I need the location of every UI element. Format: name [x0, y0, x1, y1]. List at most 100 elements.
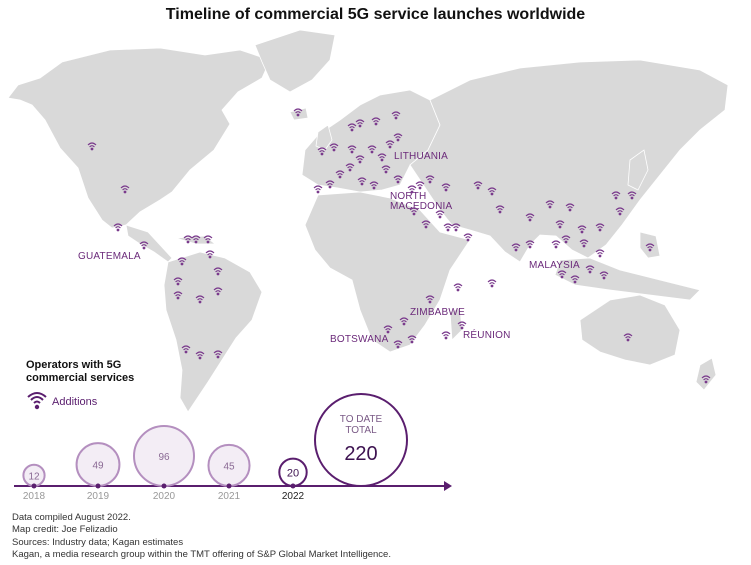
- south-america-shape: [163, 251, 263, 413]
- operator-marker: [393, 340, 403, 349]
- chart-title: Timeline of commercial 5G service launch…: [165, 6, 586, 23]
- timeline-year-label: 2018: [23, 491, 46, 502]
- timeline-year-dot: [31, 483, 37, 489]
- operator-marker: [577, 225, 587, 234]
- operator-marker: [407, 185, 417, 194]
- operator-marker: [599, 271, 609, 280]
- operator-marker: [195, 295, 205, 304]
- operator-marker: [441, 183, 451, 192]
- operator-marker: [595, 223, 605, 232]
- timeline: 12 2018 49 2019 96 2020 45 2021 20 2022 TO DATETOT…: [14, 393, 452, 502]
- asia-shape: [409, 59, 729, 263]
- operator-marker: [457, 321, 467, 330]
- operator-marker: [645, 243, 655, 252]
- operator-marker: [407, 335, 417, 344]
- operator-marker: [347, 145, 357, 154]
- operator-marker: [205, 250, 215, 259]
- operator-marker: [120, 185, 130, 194]
- footnote-date: Data compiled August 2022.: [12, 512, 131, 523]
- operator-marker: [425, 175, 435, 184]
- operator-marker: [173, 277, 183, 286]
- operator-marker: [525, 240, 535, 249]
- operator-marker: [561, 235, 571, 244]
- operator-marker: [381, 165, 391, 174]
- legend-additions-label: Additions: [52, 396, 98, 408]
- timeline-year-label: 2021: [218, 491, 241, 502]
- operator-marker: [585, 265, 595, 274]
- operator-marker: [441, 331, 451, 340]
- total-bubble: [314, 393, 408, 487]
- operator-marker: [435, 210, 445, 219]
- timeline-arrow-icon: [444, 481, 452, 491]
- timeline-year-label: 2019: [87, 491, 110, 502]
- footnotes: Data compiled August 2022. Map credit: J…: [12, 512, 391, 561]
- operator-marker: [335, 170, 345, 179]
- operator-marker: [487, 279, 497, 288]
- operator-marker: [371, 117, 381, 126]
- operator-marker: [495, 205, 505, 214]
- operator-marker: [195, 351, 205, 360]
- timeline-year-dot: [290, 483, 296, 489]
- operator-marker: [399, 317, 409, 326]
- timeline-count-label: 20: [287, 467, 299, 479]
- footnote-publisher: Kagan, a media research group within the…: [12, 548, 391, 560]
- operator-marker: [355, 119, 365, 128]
- operator-marker: [347, 123, 357, 132]
- operator-marker: [555, 220, 565, 229]
- operator-marker: [393, 175, 403, 184]
- operator-marker: [627, 191, 637, 200]
- operator-marker: [565, 203, 575, 212]
- operator-marker: [615, 207, 625, 216]
- operator-marker: [611, 191, 621, 200]
- operator-marker: [355, 155, 365, 164]
- footnote-sources: Sources: Industry data; Kagan estimates: [12, 536, 184, 548]
- timeline-year-dot: [161, 483, 167, 489]
- operator-marker: [293, 108, 303, 117]
- operator-marker: [487, 187, 497, 196]
- operator-marker: [463, 233, 473, 242]
- operator-marker: [213, 350, 223, 359]
- operator-marker: [511, 243, 521, 252]
- label-lithuania: LITHUANIA: [394, 151, 448, 162]
- operator-marker: [453, 283, 463, 292]
- operator-marker: [313, 185, 323, 194]
- operator-marker: [595, 249, 605, 258]
- label-north-macedonia-2: MACEDONIA: [390, 201, 452, 212]
- operator-marker: [415, 181, 425, 190]
- iceland-shape: [289, 107, 309, 121]
- land-masses: [7, 29, 729, 413]
- operator-marker: [377, 153, 387, 162]
- label-botswana: BOTSWANA: [330, 334, 389, 345]
- operator-marker: [701, 375, 711, 384]
- operator-marker: [623, 333, 633, 342]
- timeline-count-label: 96: [158, 452, 170, 463]
- operator-marker: [570, 275, 580, 284]
- label-north-macedonia-1: NORTH: [390, 191, 426, 202]
- operator-marker: [213, 287, 223, 296]
- operator-marker: [181, 345, 191, 354]
- timeline-year-dot: [95, 483, 101, 489]
- total-label-line2: TOTAL: [345, 425, 377, 436]
- operator-marker: [393, 133, 403, 142]
- operator-marker: [139, 241, 149, 250]
- operator-marker: [113, 223, 123, 232]
- total-label-line1: TO DATE: [340, 414, 383, 425]
- timeline-year-label: 2022: [282, 491, 305, 502]
- operator-marker: [329, 143, 339, 152]
- operator-marker: [357, 177, 367, 186]
- label-guatemala: GUATEMALA: [78, 251, 141, 262]
- uk-shape: [315, 124, 333, 151]
- operator-marker: [203, 235, 213, 244]
- legend-title-line1: Operators with 5G: [26, 359, 122, 371]
- japan-shape: [627, 149, 649, 191]
- operator-marker: [391, 111, 401, 120]
- label-zimbabwe: ZIMBABWE: [410, 307, 465, 318]
- operator-marker: [525, 213, 535, 222]
- madagascar-shape: [449, 307, 463, 341]
- operator-marker: [421, 220, 431, 229]
- operator-marker: [579, 239, 589, 248]
- operator-marker: [451, 223, 461, 232]
- operator-marker: [325, 180, 335, 189]
- operator-marker: [557, 270, 567, 279]
